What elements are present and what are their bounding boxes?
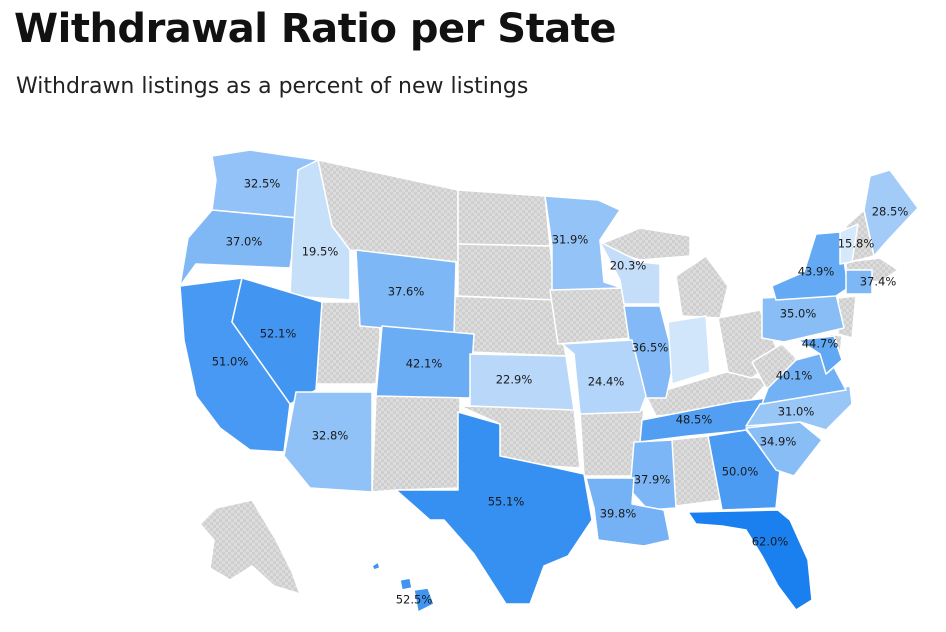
label-co: 42.1% [406, 357, 443, 371]
label-vt: 15.8% [838, 237, 875, 251]
state-hi-big [413, 587, 435, 613]
label-hi: 52.5% [396, 593, 433, 607]
state-nd [457, 189, 551, 247]
map-subtitle: Withdrawn listings as a percent of new l… [16, 74, 529, 99]
label-me: 28.5% [872, 205, 909, 219]
label-wi: 20.3% [610, 259, 647, 273]
state-la [585, 477, 671, 547]
state-vt [839, 223, 859, 265]
state-ct [845, 269, 873, 295]
label-ca: 51.0% [212, 355, 249, 369]
state-value-labels: 32.5% 37.0% 19.5% 51.0% 52.1% 32.8% 37.6… [212, 177, 909, 607]
state-id [289, 159, 351, 301]
state-ks [469, 353, 575, 411]
label-tx: 55.1% [488, 495, 525, 509]
label-ga: 50.0% [722, 465, 759, 479]
label-mo: 24.4% [588, 375, 625, 389]
state-sd [457, 243, 557, 301]
label-mn: 31.9% [552, 233, 589, 247]
label-nv: 52.1% [260, 327, 297, 341]
state-hi-maui [399, 577, 413, 591]
label-md: 44.7% [802, 337, 839, 351]
state-nm [371, 395, 461, 493]
label-fl: 62.0% [752, 535, 789, 549]
state-fl [687, 509, 813, 611]
label-sc: 34.9% [760, 435, 797, 449]
label-ms: 37.9% [634, 473, 671, 487]
label-ct: 37.4% [860, 275, 897, 289]
label-az: 32.8% [312, 429, 349, 443]
state-mo [561, 339, 647, 415]
state-nc [745, 385, 853, 431]
state-az [283, 391, 373, 493]
state-me [863, 169, 919, 257]
state-mi-lower [675, 255, 729, 319]
no-data-states [199, 159, 899, 595]
label-ks: 22.9% [496, 373, 533, 387]
state-hi [371, 561, 381, 571]
label-tn: 48.5% [676, 413, 713, 427]
label-il: 36.5% [632, 341, 669, 355]
data-states [179, 149, 919, 613]
map-title: Withdrawal Ratio per State [14, 6, 616, 52]
label-ny: 43.9% [798, 265, 835, 279]
state-mn [544, 195, 623, 291]
label-id: 19.5% [302, 245, 339, 259]
label-wa: 32.5% [244, 177, 281, 191]
state-md [797, 335, 843, 375]
state-in [667, 315, 711, 385]
label-or: 37.0% [226, 235, 263, 249]
label-nc: 31.0% [778, 405, 815, 419]
label-la: 39.8% [600, 507, 637, 521]
label-va: 40.1% [776, 369, 813, 383]
state-wi [599, 241, 661, 305]
state-ak [199, 499, 301, 595]
label-wy: 37.6% [388, 285, 425, 299]
label-pa: 35.0% [780, 307, 817, 321]
state-ia [549, 287, 633, 345]
state-tx [395, 411, 593, 605]
